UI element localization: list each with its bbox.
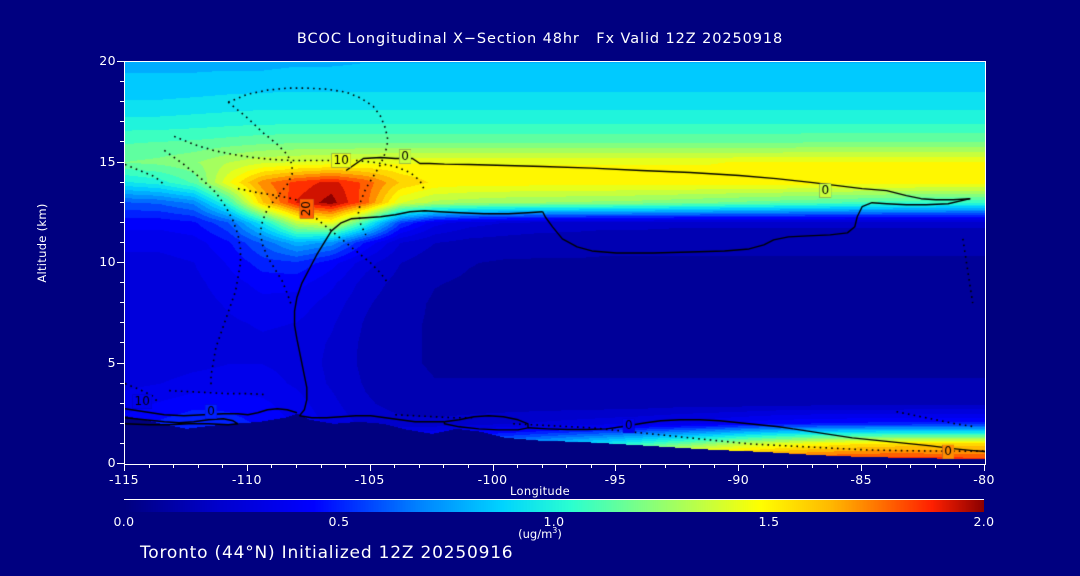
- x-tick-major: [246, 464, 248, 471]
- y-tick-major: [117, 161, 124, 163]
- y-tick-minor: [120, 402, 124, 404]
- colorbar-tick-label: 1.5: [758, 514, 780, 529]
- footer-caption: Toronto (44°N) Initialized 12Z 20250916: [140, 543, 514, 563]
- y-tick-label: 20: [99, 53, 116, 68]
- x-tick-label: -80: [973, 472, 995, 487]
- x-tick-minor: [222, 464, 224, 468]
- x-tick-minor: [148, 464, 150, 468]
- units-prefix: (ug/m: [518, 526, 553, 541]
- y-tick-minor: [120, 221, 124, 223]
- y-axis-tick-labels: 0 5 10 15 20: [72, 0, 116, 576]
- x-tick-minor: [197, 464, 199, 468]
- x-tick-minor: [443, 464, 445, 468]
- y-tick-minor: [120, 181, 124, 183]
- x-tick-major: [738, 464, 740, 471]
- x-tick-minor: [517, 464, 519, 468]
- x-tick-label: -85: [850, 472, 872, 487]
- x-tick-major: [492, 464, 494, 471]
- x-tick-minor: [345, 464, 347, 468]
- x-tick-minor: [296, 464, 297, 468]
- x-tick-label: -100: [477, 472, 508, 487]
- x-tick-label: -95: [604, 472, 627, 487]
- y-tick-label: 5: [107, 354, 116, 370]
- x-tick-minor: [173, 464, 175, 468]
- y-tick-minor: [120, 342, 124, 344]
- x-tick-minor: [959, 464, 961, 468]
- x-tick-minor: [787, 464, 789, 468]
- y-tick-minor: [120, 282, 124, 284]
- x-tick-label: -90: [727, 472, 750, 487]
- x-tick-major: [124, 464, 125, 471]
- y-tick-major: [117, 61, 124, 62]
- y-tick-minor: [120, 422, 124, 424]
- x-axis-title: Longitude: [510, 484, 570, 498]
- y-tick-minor: [120, 382, 124, 384]
- y-tick-minor: [120, 241, 124, 243]
- y-tick-label: 15: [99, 153, 116, 169]
- x-tick-minor: [566, 464, 568, 468]
- y-tick-minor: [120, 322, 124, 324]
- y-tick-label: 10: [99, 254, 116, 269]
- colorbar-gradient: [124, 499, 984, 512]
- page-title: BCOC Longitudinal X−Section 48hr Fx Vali…: [296, 31, 784, 47]
- x-tick-minor: [468, 464, 469, 468]
- y-tick-minor: [120, 81, 124, 83]
- y-axis-title: Altitude (km): [35, 203, 49, 283]
- colorbar-tick-label: 1.0: [543, 514, 565, 529]
- y-tick-major: [117, 262, 124, 263]
- x-tick-minor: [812, 464, 813, 468]
- x-tick-minor: [320, 464, 322, 468]
- x-tick-major: [369, 464, 371, 471]
- units-suffix: ): [557, 526, 562, 541]
- x-tick-minor: [689, 464, 691, 468]
- x-tick-major: [984, 464, 985, 471]
- x-tick-minor: [762, 464, 764, 468]
- y-tick-minor: [120, 101, 124, 103]
- x-tick-minor: [934, 464, 936, 468]
- colorbar-units-label: (ug/m3): [0, 526, 1080, 541]
- x-tick-label: -115: [109, 472, 139, 487]
- x-tick-minor: [664, 464, 666, 468]
- x-tick-major: [861, 464, 863, 471]
- x-tick-major: [615, 464, 617, 471]
- x-tick-label: -105: [354, 472, 385, 487]
- x-tick-minor: [640, 464, 641, 468]
- x-tick-minor: [394, 464, 396, 468]
- x-tick-minor: [910, 464, 912, 468]
- plot-area: [124, 61, 986, 465]
- y-tick-label: 0: [107, 455, 116, 470]
- colorbar-tick-label: 2.0: [973, 514, 995, 529]
- y-tick-minor: [120, 121, 124, 123]
- x-tick-minor: [541, 464, 543, 468]
- y-tick-major: [117, 463, 124, 464]
- y-tick-minor: [120, 302, 124, 304]
- units-exponent: 3: [552, 526, 558, 535]
- x-tick-minor: [418, 464, 420, 468]
- y-tick-major: [117, 362, 124, 364]
- colorbar-tick-label: 0.0: [113, 514, 135, 529]
- y-tick-minor: [120, 201, 124, 203]
- cross-section-heatmap: [125, 62, 985, 464]
- x-tick-minor: [590, 464, 592, 468]
- colorbar: [124, 499, 984, 512]
- x-tick-minor: [713, 464, 715, 468]
- y-tick-minor: [120, 141, 124, 143]
- y-tick-minor: [120, 442, 124, 444]
- x-tick-minor: [885, 464, 887, 468]
- x-tick-label: -110: [231, 472, 262, 487]
- colorbar-tick-label: 0.5: [328, 514, 350, 529]
- x-tick-minor: [271, 464, 273, 468]
- x-tick-minor: [836, 464, 838, 468]
